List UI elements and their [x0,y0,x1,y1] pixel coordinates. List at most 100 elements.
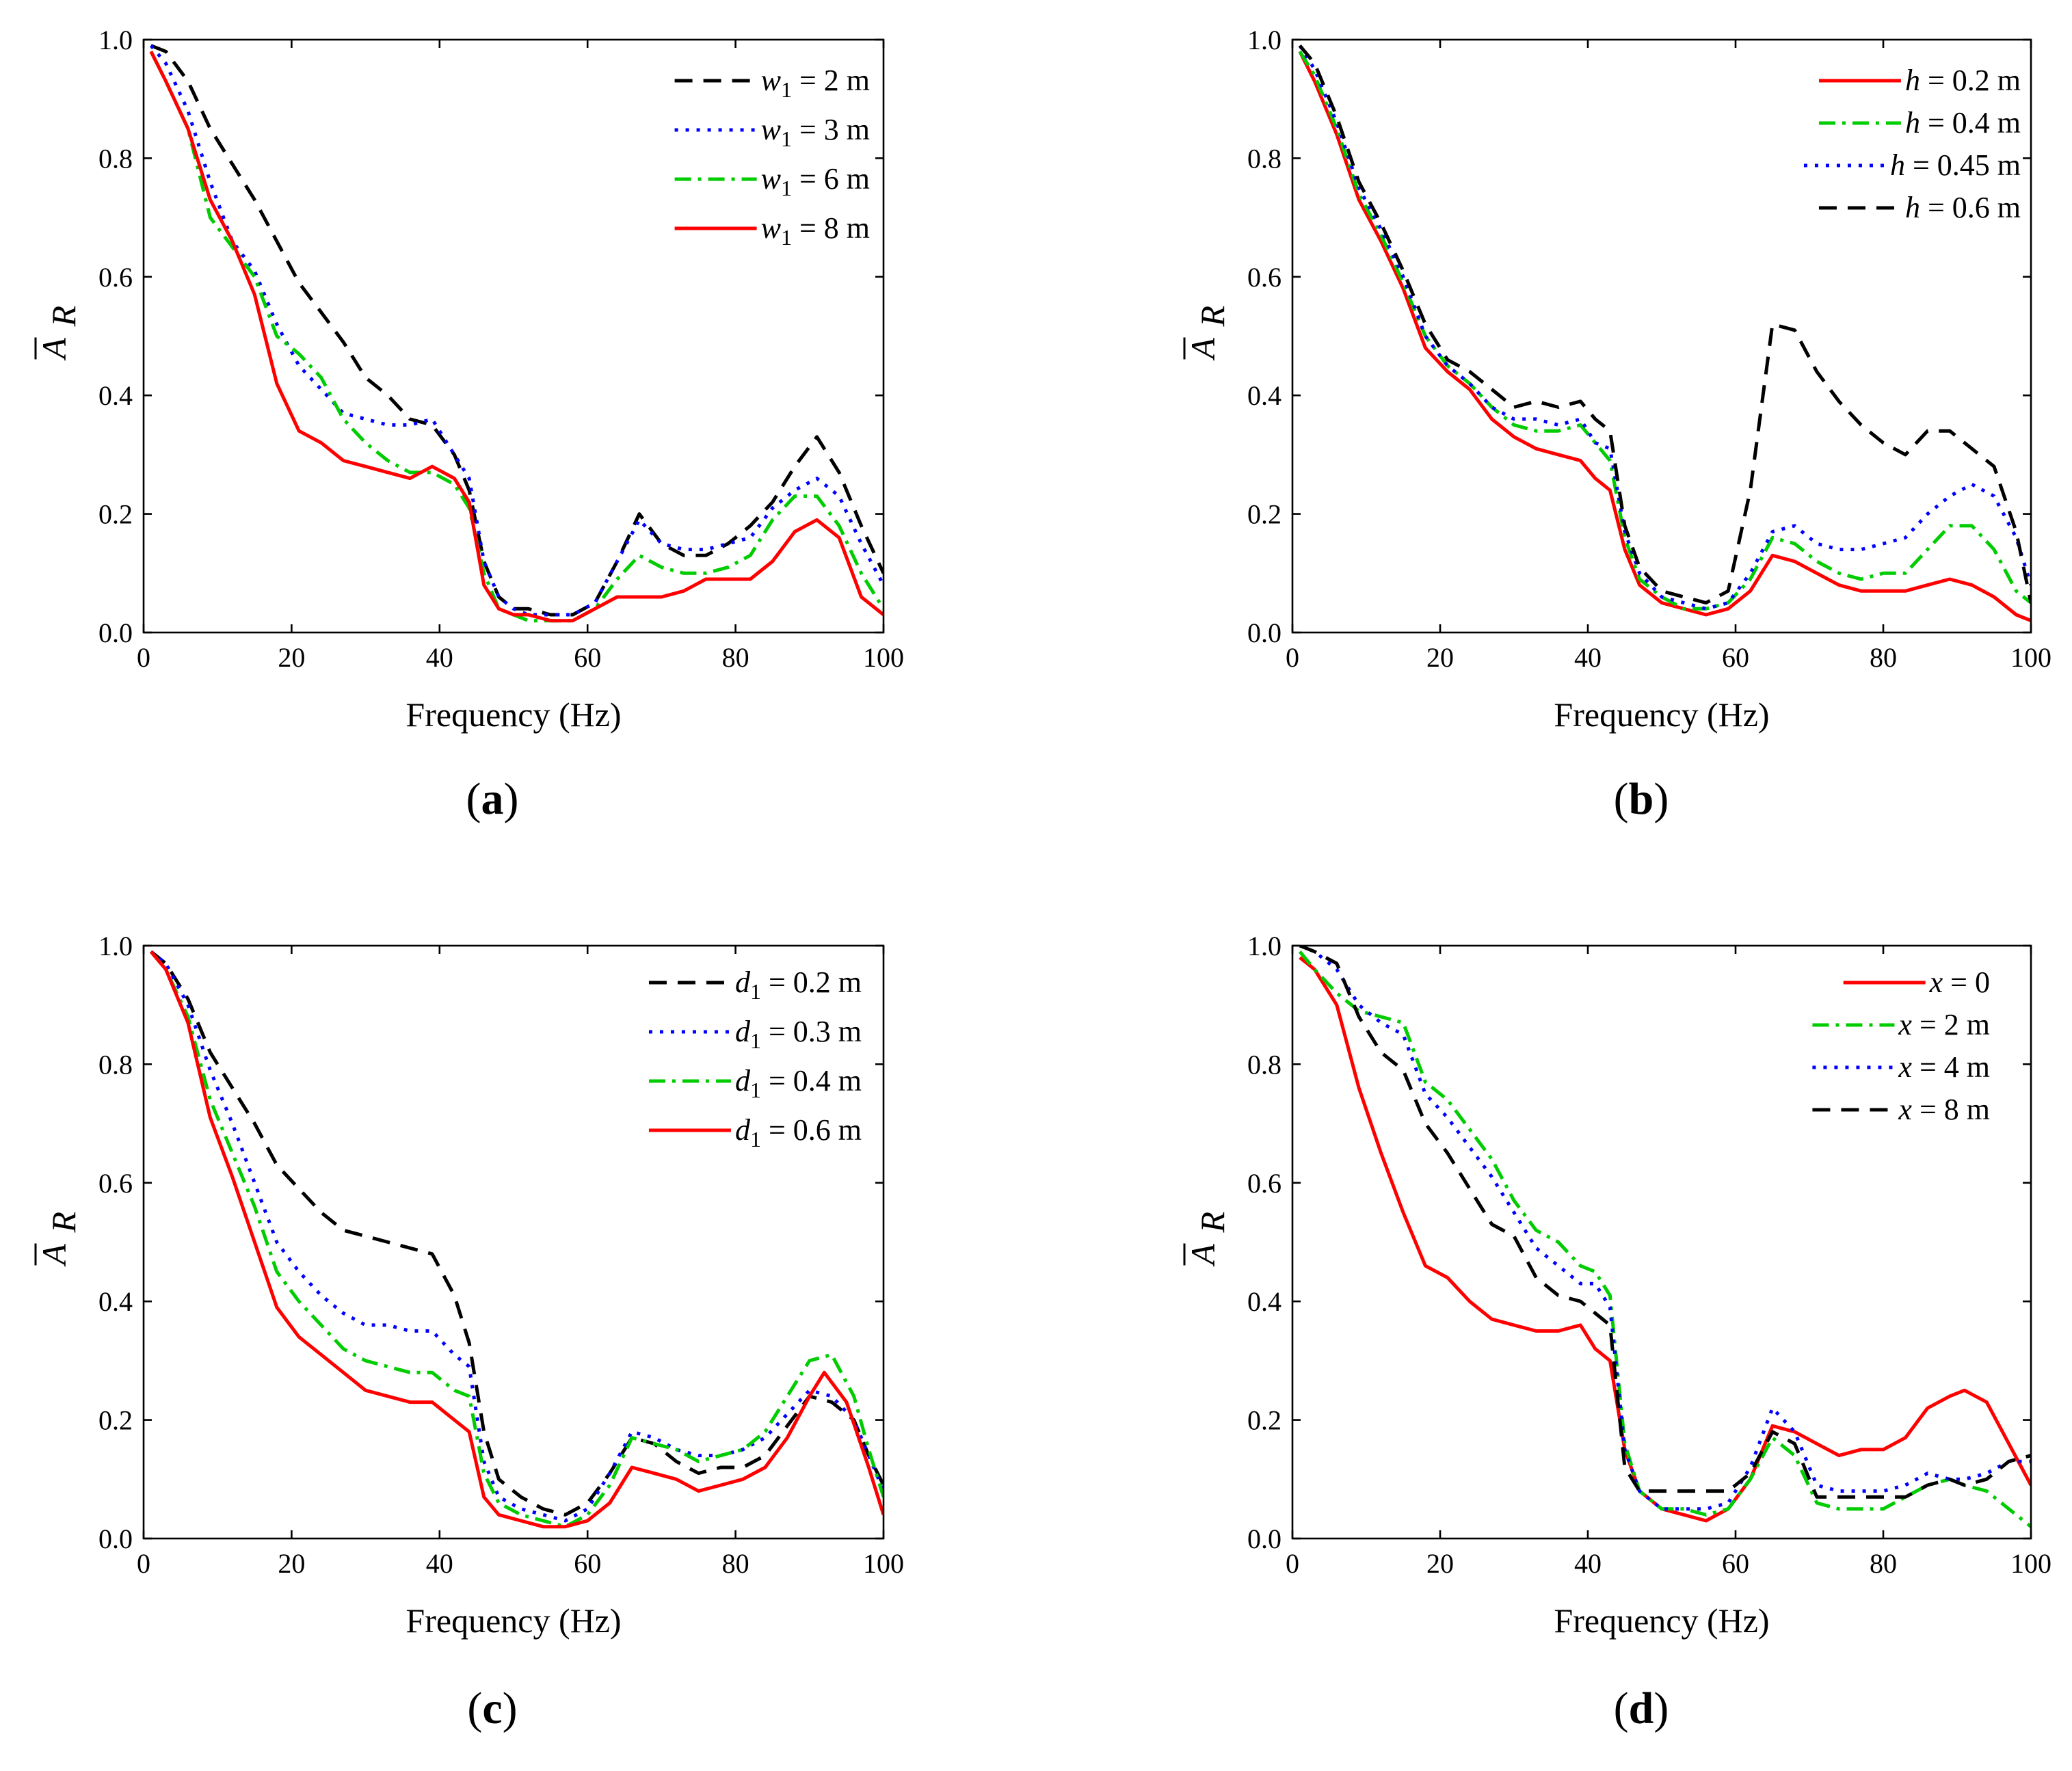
y-axis-symbol: A [35,338,73,361]
legend-item: h = 0.4 m [1818,106,2021,139]
y-tick-label: 0.0 [1247,1523,1281,1554]
panel-label: (c) [467,1683,517,1733]
legend-item: h = 0.2 m [1818,64,2021,97]
panel-label: (d) [1614,1683,1669,1733]
legend: d1 = 0.2 m d1 = 0.3 m d1 = 0.4 m d1 = 0.6 m [648,966,862,1151]
plot-frame [1291,38,2032,634]
y-tick-label: 0.6 [1247,1168,1281,1199]
y-tick-label: 0.6 [1247,262,1281,293]
legend-item: w1 = 2 m [674,64,870,102]
y-tick-label: 0.8 [98,143,133,174]
y-tick-label: 0.0 [1247,617,1281,648]
legend: x = 0 x = 2 m x = 4 m x = 8 m [1812,966,1990,1126]
panel-b: 0 20 40 60 80 100 0.0 0.2 0.4 0.6 0.8 1.0 Frequency … [1183,25,2051,824]
x-axis-title: Frequency (Hz) [406,695,621,734]
series-line-4 [1299,946,2031,1499]
legend-label: h = 0.6 m [1905,191,2021,224]
y-axis-subscript: R [44,306,83,328]
y-tick-label: 0.6 [98,1168,133,1199]
y-axis-symbol: A [1184,338,1222,361]
y-axis-subscript: R [1193,306,1232,328]
legend-label: x = 4 m [1898,1050,1990,1084]
legend-label: w1 = 3 m [761,113,870,151]
legend-item: w1 = 3 m [674,113,870,151]
legend-label: w1 = 2 m [761,64,870,102]
legend-item: x = 4 m [1812,1050,1990,1084]
x-tick-label: 80 [1870,1548,1897,1579]
legend-label: d1 = 0.3 m [735,1015,862,1053]
legend-item: h = 0.45 m [1803,148,2021,182]
x-tick-label: 20 [278,1548,305,1579]
y-axis-symbol: A [1184,1244,1222,1267]
y-tick-label: 0.8 [1247,143,1281,174]
y-axis-subscript: R [44,1212,83,1234]
y-tick-label: 1.0 [98,931,133,961]
y-tick-label: 0.2 [1247,1405,1281,1436]
series-line-2 [150,950,884,1523]
x-tick-label: 40 [1574,642,1602,673]
legend-item: d1 = 0.2 m [648,966,862,1004]
x-tick-label: 20 [1426,642,1454,673]
x-tick-label: 80 [722,642,749,673]
legend-label: d1 = 0.2 m [735,966,862,1004]
panel-label: (a) [466,774,519,824]
y-tick-label: 0.4 [1247,380,1281,411]
y-tick-label: 0.6 [98,262,133,293]
legend-item: w1 = 8 m [674,211,870,250]
plot-area [1298,44,2031,623]
series-line-4 [1298,44,2031,605]
y-tick-label: 0.8 [98,1049,133,1080]
y-tick-label: 1.0 [1247,25,1281,55]
y-axis-subscript: R [1193,1212,1232,1234]
legend-item: d1 = 0.3 m [648,1015,862,1053]
panel-label: (b) [1614,774,1669,824]
x-tick-label: 0 [137,642,150,673]
x-tick-label: 0 [137,1548,150,1579]
x-axis-title: Frequency (Hz) [1554,695,1769,734]
legend-label: w1 = 8 m [761,211,870,250]
x-tick-label: 100 [863,1548,904,1579]
y-axis-title: AR [34,1212,83,1267]
y-tick-label: 0.0 [98,617,133,648]
x-tick-label: 100 [2010,642,2051,673]
y-tick-label: 0.2 [98,499,133,530]
series-line-1 [150,950,884,1517]
legend-label: x = 8 m [1898,1093,1990,1126]
x-tick-label: 80 [1870,642,1897,673]
x-tick-label: 0 [1286,1548,1299,1579]
panel-a: 0 20 40 60 80 100 0.0 0.2 0.4 0.6 0.8 1.0 Frequency … [34,25,904,824]
series-line-3 [149,950,884,1529]
y-tick-label: 1.0 [98,25,133,55]
y-tick-label: 1.0 [1247,931,1281,961]
series-line-1 [1298,51,2031,623]
legend-label: h = 0.4 m [1905,106,2021,139]
legend-item: h = 0.6 m [1818,191,2021,224]
series-line-4 [149,950,884,1529]
y-axis-symbol: A [35,1244,73,1267]
y-tick-label: 0.8 [1247,1049,1281,1080]
x-tick-label: 60 [574,1548,601,1579]
panel-c: 0 20 40 60 80 100 0.0 0.2 0.4 0.6 0.8 1.0 Frequency … [34,931,904,1733]
x-tick-label: 40 [426,642,453,673]
legend-label: h = 0.45 m [1890,148,2021,182]
legend-label: x = 0 [1929,966,1990,999]
x-axis-title: Frequency (Hz) [406,1601,621,1640]
plot-frame [142,944,885,1540]
legend-item: x = 0 [1843,966,1990,999]
x-tick-label: 20 [278,642,305,673]
legend-label: h = 0.2 m [1905,64,2021,97]
x-tick-label: 40 [426,1548,453,1579]
x-tick-label: 60 [1722,642,1749,673]
legend: w1 = 2 m w1 = 3 m w1 = 6 m w1 = 8 m [674,64,870,250]
y-tick-label: 0.2 [98,1405,133,1436]
legend-item: d1 = 0.4 m [648,1064,862,1102]
x-tick-label: 20 [1426,1548,1454,1579]
panel-d: 0 20 40 60 80 100 0.0 0.2 0.4 0.6 0.8 1.0 Frequency … [1183,931,2051,1733]
series-line-4 [149,51,884,623]
x-tick-label: 60 [574,642,601,673]
y-tick-label: 0.0 [98,1523,133,1554]
plot-frame [142,38,885,634]
legend-item: w1 = 6 m [674,162,870,200]
x-tick-label: 0 [1286,642,1299,673]
